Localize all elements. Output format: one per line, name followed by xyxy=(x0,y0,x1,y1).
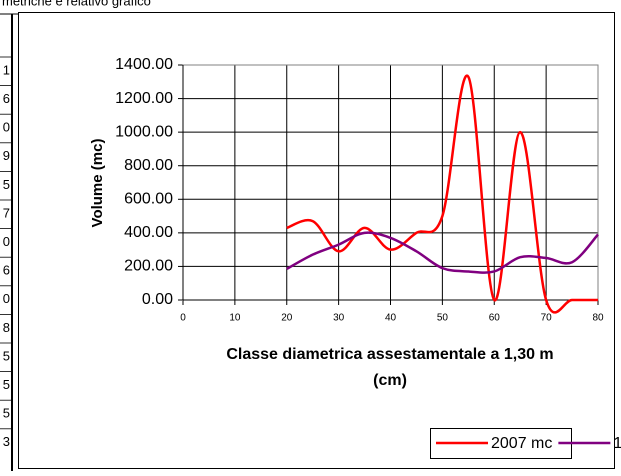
table-cell-fragment: 6 xyxy=(3,263,10,278)
y-tick-label: 400.00 xyxy=(124,224,173,241)
x-tick-label: 0 xyxy=(180,313,186,324)
table-cell-fragment: 7 xyxy=(3,205,10,220)
table-cell-fragment: 0 xyxy=(3,120,10,135)
chart-frame xyxy=(18,12,615,469)
x-tick-label: 10 xyxy=(229,313,241,324)
x-tick-label: 50 xyxy=(437,313,449,324)
y-tick-label: 1200.00 xyxy=(115,90,173,107)
legend-label: 1988 mc xyxy=(613,435,621,452)
table-cell-fragment: 1 xyxy=(3,62,10,77)
legend-label: 2007 mc xyxy=(491,435,552,452)
table-cell-fragment: 3 xyxy=(3,434,10,449)
series-line xyxy=(286,231,599,274)
table-cell-fragment: 9 xyxy=(3,148,10,163)
table-cell-fragment: 0 xyxy=(3,234,10,249)
y-tick-label: 0.00 xyxy=(142,291,173,308)
table-cell-fragment: 5 xyxy=(3,406,10,421)
table-cell-fragment: 5 xyxy=(3,177,10,192)
x-tick-label: 40 xyxy=(385,313,397,324)
y-axis-title: Volume (mc) xyxy=(89,139,106,228)
y-tick-label: 1400.00 xyxy=(115,56,173,73)
x-tick-label: 60 xyxy=(489,313,501,324)
x-tick-label: 70 xyxy=(541,313,553,324)
x-axis-title-line: (cm) xyxy=(373,372,407,389)
y-tick-label: 1000.00 xyxy=(115,123,173,140)
table-cell-fragment: 0 xyxy=(3,291,10,306)
table-cell-fragment: 6 xyxy=(3,91,10,106)
y-tick-label: 600.00 xyxy=(124,191,173,208)
x-tick-label: 80 xyxy=(592,313,604,324)
x-tick-label: 20 xyxy=(281,313,293,324)
x-tick-label: 30 xyxy=(333,313,345,324)
page-heading: metriche e relativo grafico xyxy=(2,0,151,8)
table-cell-fragment: 8 xyxy=(3,320,10,335)
table-cell-fragment: 5 xyxy=(3,348,10,363)
table-cell-fragment: 5 xyxy=(3,377,10,392)
y-tick-label: 200.00 xyxy=(124,258,173,275)
y-tick-label: 800.00 xyxy=(124,157,173,174)
series-line xyxy=(286,74,598,314)
x-axis-title: Classe diametrica assestamentale a 1,30 … xyxy=(226,346,553,389)
x-axis-title-line: Classe diametrica assestamentale a 1,30 … xyxy=(226,346,553,363)
